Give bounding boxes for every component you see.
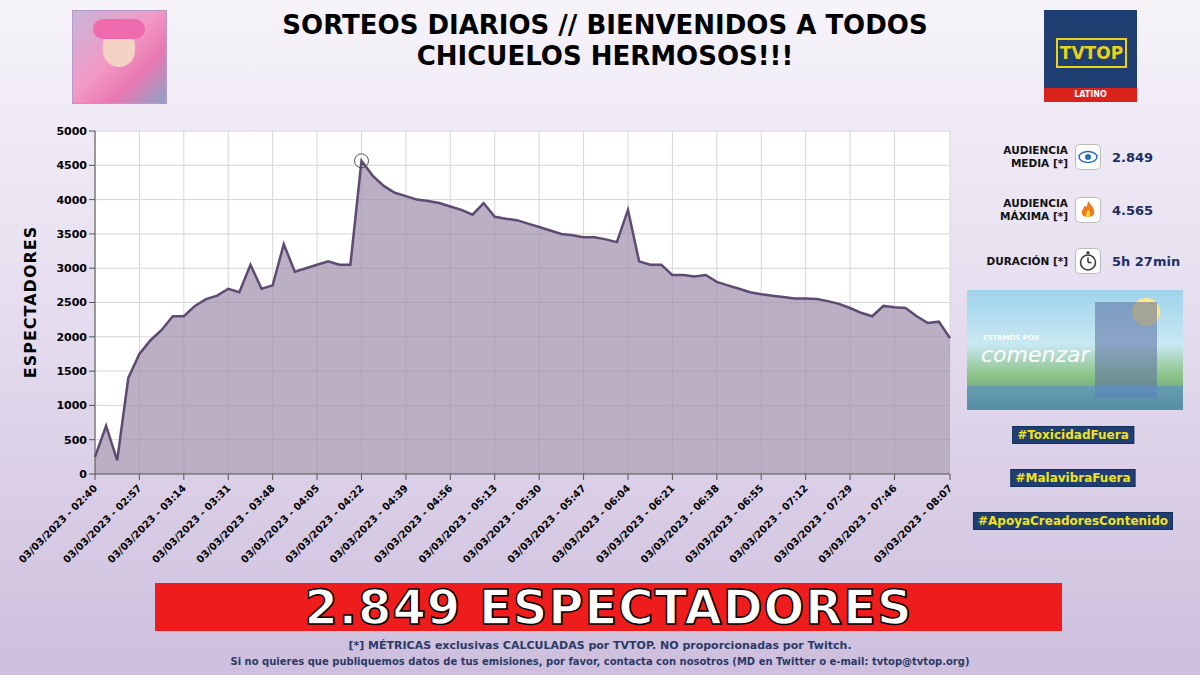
html-text:#MalavibraFuera: #MalavibraFuera — [1015, 471, 1131, 485]
html-text:5h 27min: 5h 27min — [1112, 253, 1181, 269]
html-text:comenzar: comenzar — [981, 342, 1090, 367]
svg-text:03/03/2023 - 07:29: 03/03/2023 - 07:29 — [772, 482, 855, 565]
svg-text:03/03/2023 - 06:04: 03/03/2023 - 06:04 — [550, 482, 633, 565]
html-text:LATINO: LATINO — [1074, 90, 1107, 99]
html-text:AUDIENCIA MEDIA [*]: AUDIENCIA MEDIA [*] — [1003, 144, 1068, 169]
html-text:ESPECTADORES: ESPECTADORES — [20, 225, 40, 379]
svg-text:03/03/2023 - 04:05: 03/03/2023 - 04:05 — [239, 482, 322, 565]
html-text:2.849: 2.849 — [1112, 149, 1154, 165]
svg-text:03/03/2023 - 03:48: 03/03/2023 - 03:48 — [194, 482, 277, 565]
html-text:#ToxicidadFuera: #ToxicidadFuera — [1017, 428, 1129, 442]
html-text:AUDIENCIA MÁXIMA [*]: AUDIENCIA MÁXIMA [*] — [1000, 197, 1068, 222]
svg-text:03/03/2023 - 05:30: 03/03/2023 - 05:30 — [461, 482, 544, 565]
html-text:[*] MÉTRICAS exclusivas CALCUL: [*] MÉTRICAS exclusivas CALCULADAS por T… — [348, 639, 852, 652]
svg-text:5000: 5000 — [56, 125, 87, 138]
svg-text:03/03/2023 - 06:38: 03/03/2023 - 06:38 — [638, 482, 721, 565]
html-text:TVTOP: TVTOP — [1059, 43, 1124, 63]
html-text:ESTAMOS POR: ESTAMOS POR — [983, 334, 1040, 342]
svg-text:500: 500 — [64, 434, 87, 447]
svg-text:03/03/2023 - 04:22: 03/03/2023 - 04:22 — [283, 482, 366, 565]
svg-text:4500: 4500 — [56, 159, 87, 172]
svg-text:03/03/2023 - 03:14: 03/03/2023 - 03:14 — [105, 482, 188, 565]
svg-text:3500: 3500 — [56, 228, 87, 241]
svg-text:1500: 1500 — [56, 365, 87, 378]
html-text:4.565: 4.565 — [1112, 202, 1154, 218]
svg-text:1000: 1000 — [56, 399, 87, 412]
html-text:CHICUELOS HERMOSOS!!!: CHICUELOS HERMOSOS!!! — [416, 41, 794, 71]
svg-text:2000: 2000 — [56, 331, 87, 344]
svg-text:03/03/2023 - 05:13: 03/03/2023 - 05:13 — [416, 482, 499, 565]
svg-text:03/03/2023 - 08:07: 03/03/2023 - 08:07 — [872, 482, 955, 565]
svg-text:03/03/2023 - 04:56: 03/03/2023 - 04:56 — [372, 482, 455, 565]
svg-text:03/03/2023 - 06:21: 03/03/2023 - 06:21 — [594, 482, 677, 565]
svg-text:03/03/2023 - 07:46: 03/03/2023 - 07:46 — [816, 482, 899, 566]
html-text:DURACIÓN [*]: DURACIÓN [*] — [986, 254, 1068, 267]
html-text:SORTEOS DIARIOS // BIENVENIDOS: SORTEOS DIARIOS // BIENVENIDOS A TODOS — [282, 10, 928, 40]
svg-text:03/03/2023 - 06:55: 03/03/2023 - 06:55 — [683, 482, 766, 565]
svg-text:03/03/2023 - 02:40: 03/03/2023 - 02:40 — [17, 482, 100, 565]
svg-text:4000: 4000 — [56, 194, 87, 207]
svg-text:0: 0 — [79, 468, 87, 481]
html-text:Si no quieres que publiquemos: Si no quieres que publiquemos datos de t… — [230, 656, 970, 667]
svg-text:3000: 3000 — [56, 262, 87, 275]
svg-text:03/03/2023 - 04:39: 03/03/2023 - 04:39 — [327, 482, 410, 565]
html-text:#ApoyaCreadoresContenido: #ApoyaCreadoresContenido — [978, 514, 1168, 528]
svg-text:03/03/2023 - 07:12: 03/03/2023 - 07:12 — [727, 482, 810, 565]
svg-text:03/03/2023 - 02:57: 03/03/2023 - 02:57 — [61, 482, 144, 565]
html-text:2.849 ESPECTADORES: 2.849 ESPECTADORES — [304, 579, 913, 635]
svg-text:03/03/2023 - 03:31: 03/03/2023 - 03:31 — [150, 482, 233, 565]
svg-text:03/03/2023 - 05:47: 03/03/2023 - 05:47 — [505, 482, 588, 565]
svg-text:2500: 2500 — [56, 296, 87, 309]
